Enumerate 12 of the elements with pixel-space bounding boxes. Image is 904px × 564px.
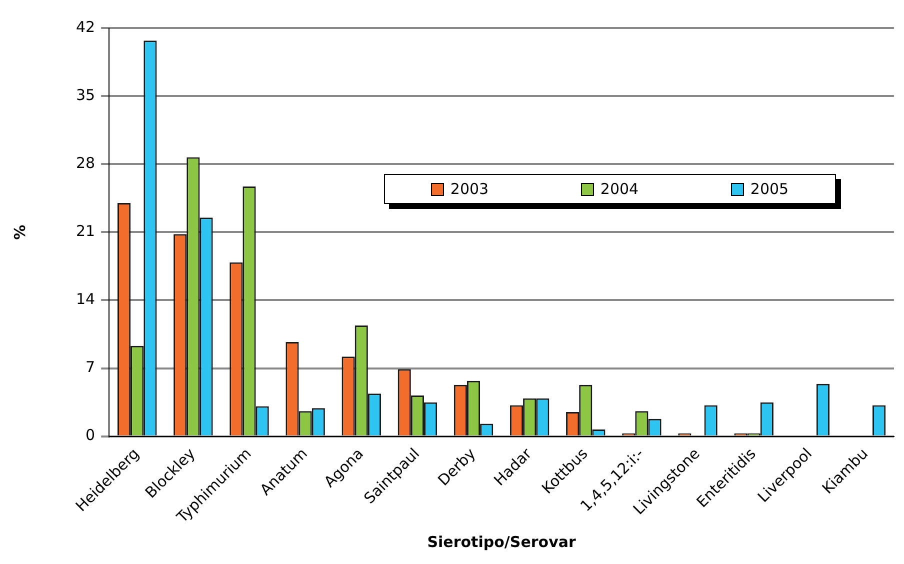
- y-tick-label: 7: [86, 358, 96, 376]
- x-axis-title: Sierotipo/Serovar: [427, 532, 576, 551]
- y-tick-label: 35: [76, 86, 96, 104]
- y-tick-label: 21: [76, 222, 96, 240]
- y-axis-title: %: [10, 224, 29, 240]
- legend-label: 2004: [600, 180, 639, 198]
- y-tick-label: 42: [76, 18, 96, 36]
- y-tick-label: 28: [76, 154, 96, 172]
- legend-label: 2003: [450, 180, 489, 198]
- y-tick-label: 14: [76, 290, 96, 308]
- legend-label: 2005: [750, 180, 789, 198]
- y-tick-label: 0: [86, 426, 96, 444]
